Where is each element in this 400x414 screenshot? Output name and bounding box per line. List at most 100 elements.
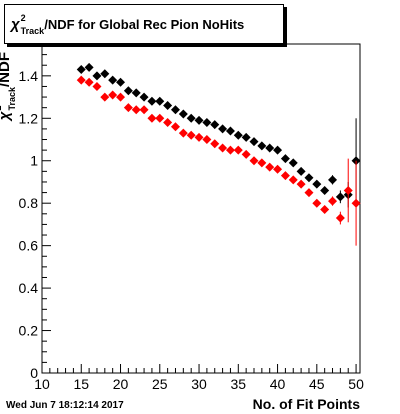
timestamp: Wed Jun 7 18:12:14 2017	[6, 400, 124, 411]
data-point	[249, 156, 259, 166]
data-point	[328, 196, 338, 206]
data-point	[233, 145, 243, 155]
data-point	[288, 175, 298, 185]
data-point	[139, 92, 149, 102]
data-point	[304, 173, 314, 183]
data-point	[194, 115, 204, 125]
data-point	[280, 154, 290, 164]
x-tick-label: 30	[191, 376, 207, 392]
x-tick-label: 25	[152, 376, 168, 392]
data-point	[194, 132, 204, 142]
data-point	[116, 77, 126, 87]
data-point	[241, 132, 251, 142]
x-tick-label: 45	[309, 376, 325, 392]
data-point	[186, 113, 196, 123]
data-point	[163, 118, 173, 128]
y-tick-label: 1.2	[19, 110, 39, 126]
title-sup: 2	[20, 12, 26, 23]
y-tick-label: 0.2	[19, 323, 39, 339]
data-point	[147, 113, 157, 123]
data-point	[84, 62, 94, 72]
data-point	[108, 75, 118, 85]
x-tick-label: 20	[113, 376, 129, 392]
data-point	[163, 101, 173, 111]
data-point	[178, 128, 188, 138]
data-point	[265, 143, 275, 153]
data-point	[225, 145, 235, 155]
x-tick-label: 10	[34, 376, 50, 392]
y-tick-label: 1.4	[19, 68, 39, 84]
ylabel-chi: χ	[0, 112, 13, 121]
data-point	[210, 139, 220, 149]
x-axis-label: No. of Fit Points	[252, 396, 360, 412]
title-sub: Track	[20, 26, 45, 36]
data-point	[123, 86, 133, 96]
plot-frame	[41, 43, 361, 374]
data-point	[257, 158, 267, 168]
ylabel-sup: 2	[0, 87, 3, 111]
data-point	[273, 145, 283, 155]
x-tick-label: 35	[231, 376, 247, 392]
data-point	[320, 205, 330, 215]
data-point	[170, 105, 180, 115]
y-tick-label: 0	[30, 365, 38, 381]
data-point	[328, 175, 338, 185]
data-point	[249, 137, 259, 147]
ylabel-sub: Track	[6, 87, 17, 111]
data-point	[170, 122, 180, 132]
x-tick-label: 15	[73, 376, 89, 392]
data-point	[343, 185, 353, 195]
data-point	[92, 71, 102, 81]
data-point	[178, 109, 188, 119]
data-point	[210, 120, 220, 130]
data-point	[335, 192, 345, 202]
data-point	[304, 188, 314, 198]
title-chi: χ	[11, 15, 20, 33]
data-point	[147, 96, 157, 106]
x-tick-label: 50	[348, 376, 364, 392]
data-point	[76, 64, 86, 74]
data-point	[225, 126, 235, 136]
data-point	[84, 77, 94, 87]
data-point	[351, 198, 361, 208]
x-tick-label: 40	[270, 376, 286, 392]
data-point	[320, 185, 330, 195]
data-point	[76, 75, 86, 85]
chart-title: χ 2 Track/NDF for Global Rec Pion NoHits	[4, 4, 284, 44]
data-point	[100, 92, 110, 102]
data-point	[273, 164, 283, 174]
data-point	[312, 179, 322, 189]
ylabel-text: /NDF	[0, 52, 13, 87]
y-tick-label: 0.8	[19, 195, 39, 211]
data-point	[123, 103, 133, 113]
data-point	[202, 118, 212, 128]
data-point	[265, 162, 275, 172]
data-point	[257, 141, 267, 151]
data-point	[131, 105, 141, 115]
y-tick-label: 0.4	[19, 280, 39, 296]
data-point	[116, 92, 126, 102]
data-point	[280, 171, 290, 181]
y-tick-label: 1	[30, 153, 38, 169]
data-point	[241, 149, 251, 159]
title-text: /NDF for Global Rec Pion NoHits	[44, 16, 245, 32]
data-point	[335, 213, 345, 223]
data-point	[218, 143, 228, 153]
y-tick-label: 0.6	[19, 238, 39, 254]
data-point	[100, 69, 110, 79]
data-point	[233, 130, 243, 140]
data-point	[108, 90, 118, 100]
data-point	[131, 88, 141, 98]
data-point	[92, 81, 102, 91]
data-point	[155, 113, 165, 123]
data-point	[312, 198, 322, 208]
data-point	[186, 130, 196, 140]
data-point	[296, 166, 306, 176]
data-point	[155, 96, 165, 106]
data-point	[202, 135, 212, 145]
data-point	[139, 105, 149, 115]
data-point	[218, 124, 228, 134]
